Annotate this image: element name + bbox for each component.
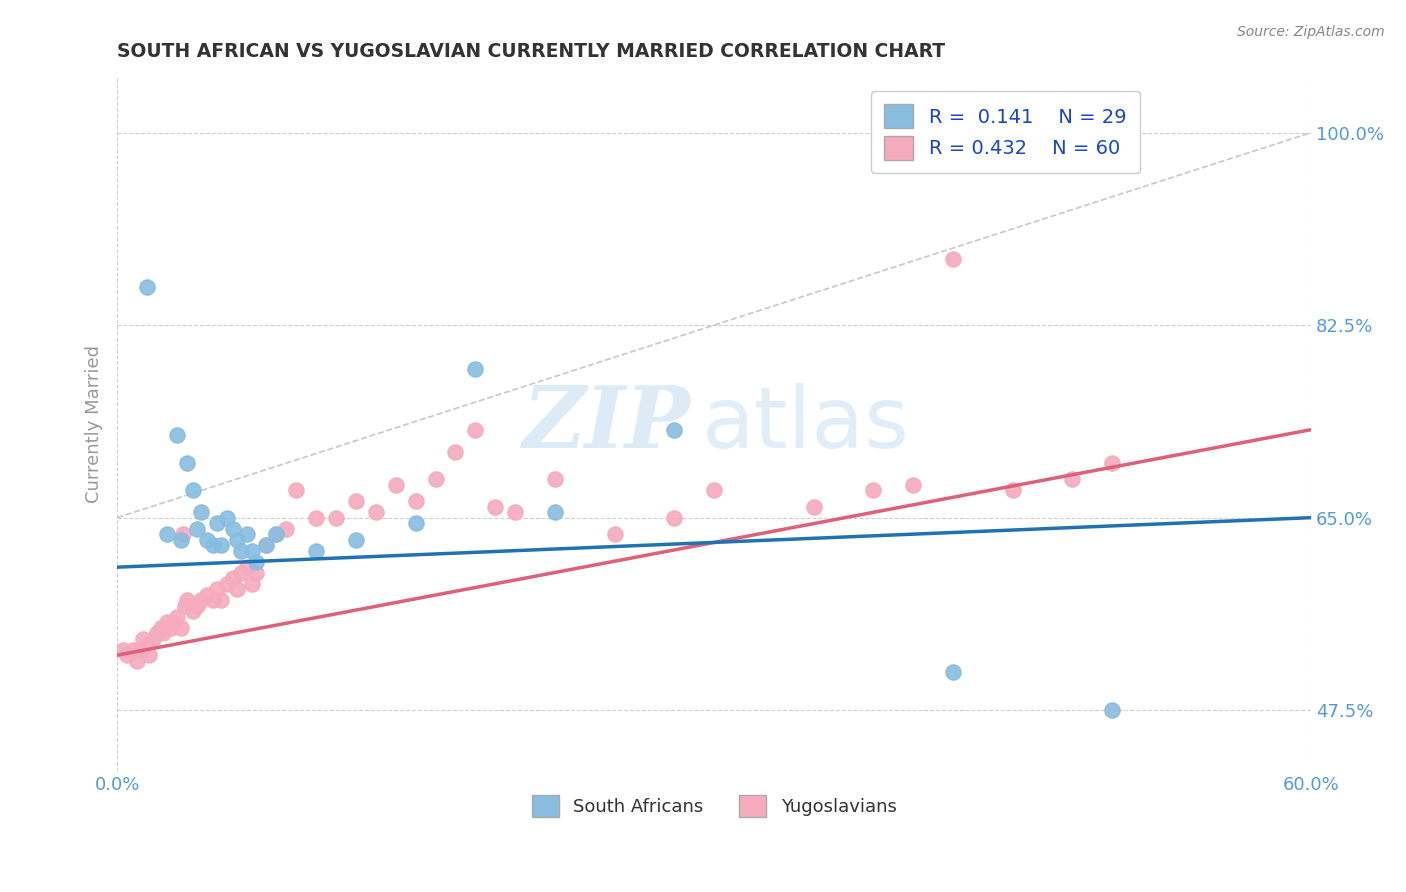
- Point: [181, 604, 204, 618]
- Point: [190, 505, 212, 519]
- Point: [136, 637, 159, 651]
- Point: [209, 538, 232, 552]
- Point: [862, 483, 884, 497]
- Point: [1101, 703, 1123, 717]
- Point: [305, 543, 328, 558]
- Point: [242, 543, 264, 558]
- Point: [484, 500, 506, 514]
- Point: [170, 621, 193, 635]
- Text: SOUTH AFRICAN VS YUGOSLAVIAN CURRENTLY MARRIED CORRELATION CHART: SOUTH AFRICAN VS YUGOSLAVIAN CURRENTLY M…: [117, 42, 945, 61]
- Point: [186, 599, 208, 613]
- Point: [364, 505, 387, 519]
- Point: [172, 527, 194, 541]
- Point: [136, 279, 159, 293]
- Point: [201, 538, 224, 552]
- Point: [405, 516, 427, 530]
- Point: [195, 533, 218, 547]
- Point: [229, 543, 252, 558]
- Point: [176, 593, 198, 607]
- Point: [901, 477, 924, 491]
- Point: [195, 588, 218, 602]
- Point: [215, 576, 238, 591]
- Text: Source: ZipAtlas.com: Source: ZipAtlas.com: [1237, 25, 1385, 39]
- Point: [221, 571, 243, 585]
- Legend: South Africans, Yugoslavians: South Africans, Yugoslavians: [524, 788, 904, 824]
- Point: [703, 483, 725, 497]
- Point: [444, 444, 467, 458]
- Point: [225, 533, 247, 547]
- Point: [142, 632, 165, 646]
- Point: [122, 642, 145, 657]
- Point: [464, 423, 486, 437]
- Point: [166, 609, 188, 624]
- Point: [160, 621, 183, 635]
- Point: [112, 642, 135, 657]
- Point: [254, 538, 277, 552]
- Point: [1062, 472, 1084, 486]
- Point: [186, 522, 208, 536]
- Point: [1001, 483, 1024, 497]
- Point: [170, 533, 193, 547]
- Point: [245, 566, 267, 580]
- Point: [242, 576, 264, 591]
- Point: [285, 483, 308, 497]
- Text: ZIP: ZIP: [523, 383, 690, 466]
- Point: [205, 516, 228, 530]
- Point: [166, 428, 188, 442]
- Point: [173, 599, 195, 613]
- Point: [146, 626, 169, 640]
- Point: [344, 494, 367, 508]
- Point: [245, 555, 267, 569]
- Point: [127, 654, 149, 668]
- Point: [215, 510, 238, 524]
- Point: [181, 483, 204, 497]
- Point: [276, 522, 298, 536]
- Point: [544, 472, 567, 486]
- Point: [205, 582, 228, 597]
- Point: [254, 538, 277, 552]
- Point: [201, 593, 224, 607]
- Point: [225, 582, 247, 597]
- Y-axis label: Currently Married: Currently Married: [86, 345, 103, 503]
- Point: [405, 494, 427, 508]
- Point: [305, 510, 328, 524]
- Point: [132, 632, 155, 646]
- Point: [664, 423, 686, 437]
- Point: [149, 621, 172, 635]
- Point: [325, 510, 347, 524]
- Text: atlas: atlas: [702, 383, 910, 466]
- Point: [152, 626, 174, 640]
- Point: [266, 527, 288, 541]
- Point: [156, 615, 179, 630]
- Point: [266, 527, 288, 541]
- Point: [425, 472, 447, 486]
- Point: [190, 593, 212, 607]
- Point: [235, 560, 257, 574]
- Point: [544, 505, 567, 519]
- Point: [803, 500, 825, 514]
- Point: [209, 593, 232, 607]
- Point: [344, 533, 367, 547]
- Point: [942, 665, 965, 679]
- Point: [942, 252, 965, 266]
- Point: [162, 615, 184, 630]
- Point: [221, 522, 243, 536]
- Point: [176, 456, 198, 470]
- Point: [235, 527, 257, 541]
- Point: [603, 527, 626, 541]
- Point: [1101, 456, 1123, 470]
- Point: [138, 648, 160, 663]
- Point: [464, 362, 486, 376]
- Point: [229, 566, 252, 580]
- Point: [503, 505, 526, 519]
- Point: [156, 527, 179, 541]
- Point: [664, 510, 686, 524]
- Point: [384, 477, 406, 491]
- Point: [115, 648, 138, 663]
- Point: [129, 642, 152, 657]
